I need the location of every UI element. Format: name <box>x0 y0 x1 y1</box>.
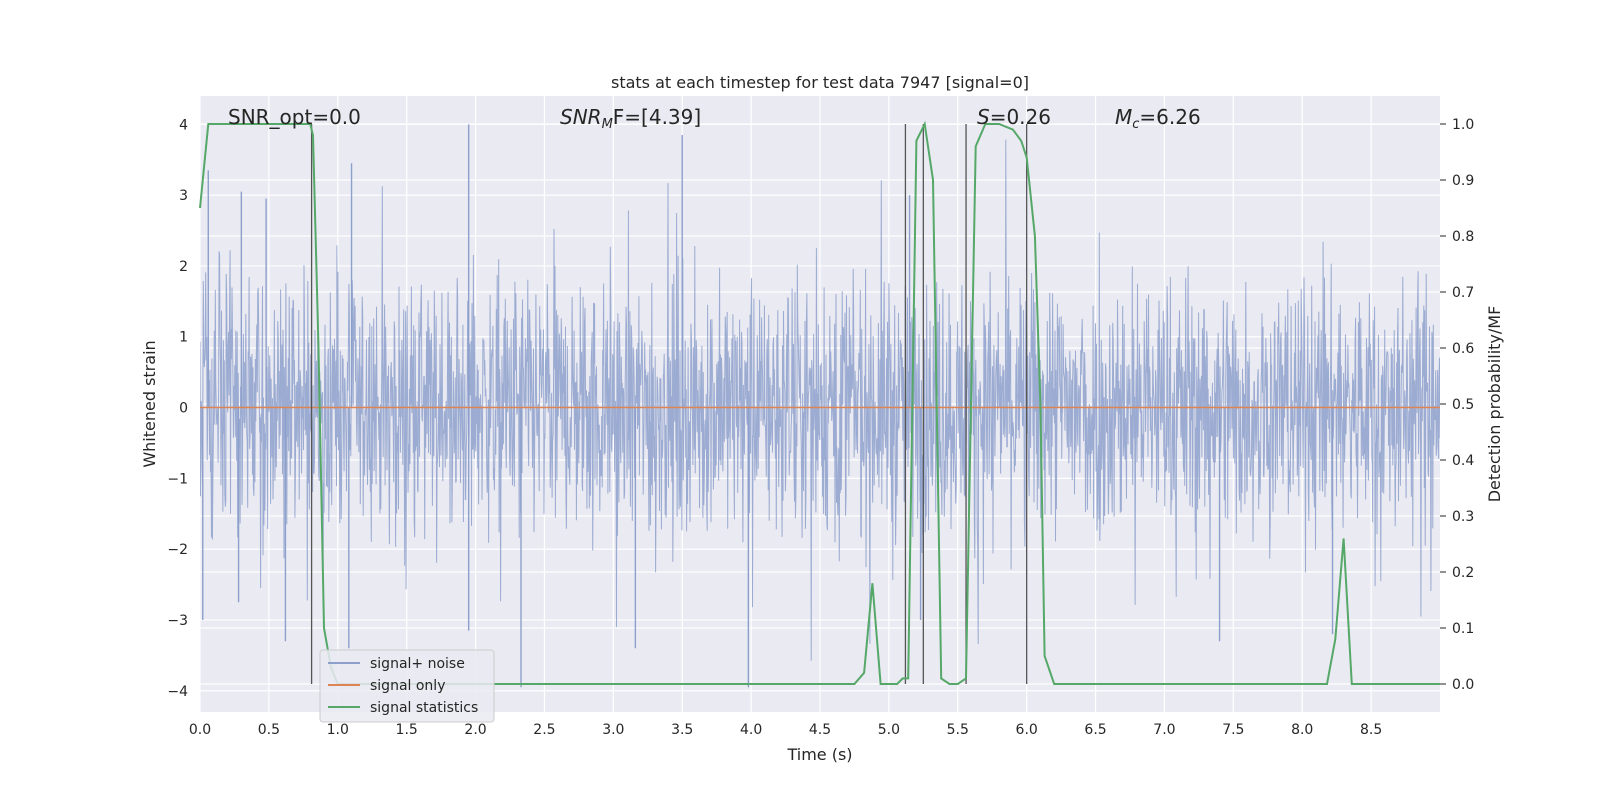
y-tick-label-7: 3 <box>179 188 188 204</box>
x-tick-label-11: 5.5 <box>947 722 969 738</box>
y2-tick-label-10: 1.0 <box>1452 117 1474 133</box>
y2-tick-label-0: 0.0 <box>1452 677 1474 693</box>
y-tick-label-0: −4 <box>167 684 188 700</box>
snr-mf-annotation: SNRMF=[4.39] <box>560 105 701 132</box>
x-tick-label-14: 7.0 <box>1153 722 1175 738</box>
snr-opt-annotation: SNR_opt=0.0 <box>228 105 361 129</box>
mc-rest: =6.26 <box>1139 105 1200 129</box>
y2-tick-label-9: 0.9 <box>1452 173 1474 189</box>
snr-mf-rest: F=[4.39] <box>613 105 701 129</box>
x-tick-label-6: 3.0 <box>602 722 624 738</box>
x-tick-label-2: 1.0 <box>327 722 349 738</box>
x-tick-label-10: 5.0 <box>878 722 900 738</box>
x-axis-label: Time (s) <box>786 745 852 764</box>
mc-main: M <box>1115 105 1132 129</box>
x-tick-label-16: 8.0 <box>1291 722 1313 738</box>
legend: signal+ noise signal only signal statist… <box>319 649 495 723</box>
vertical-markers <box>310 124 1028 684</box>
x-tick-label-12: 6.0 <box>1016 722 1038 738</box>
y-tick-label-8: 4 <box>179 117 188 133</box>
y2-axis-label: Detection probability/MF <box>1485 306 1504 503</box>
y-tick-label-2: −2 <box>167 542 188 558</box>
chart-title: stats at each timestep for test data 794… <box>611 73 1029 92</box>
signal-statistics-series <box>199 120 1440 685</box>
x-tick-label-7: 3.5 <box>671 722 693 738</box>
s-annotation: S=0.26 <box>977 105 1051 129</box>
y-tick-label-3: −1 <box>167 471 188 487</box>
y2-tick-label-2: 0.2 <box>1452 565 1474 581</box>
s-rest: =0.26 <box>990 105 1051 129</box>
legend-label-stats: signal statistics <box>370 700 478 716</box>
y-axis-label: Whitened strain <box>140 340 159 467</box>
noise-trace <box>200 139 1440 661</box>
s-main: S <box>977 105 990 129</box>
y-tick-label-6: 2 <box>179 259 188 275</box>
x-tick-label-17: 8.5 <box>1360 722 1382 738</box>
y2-axis-ticks: 0.0 0.1 0.2 0.3 0.4 0.5 0.6 0.7 0.8 0.9 1.0 <box>1440 117 1474 693</box>
mc-annotation: Mc=6.26 <box>1115 105 1201 132</box>
snr-mf-sub: M <box>602 117 613 132</box>
x-tick-label-1: 0.5 <box>258 722 280 738</box>
x-axis-ticks: 0.0 0.5 1.0 1.5 2.0 2.5 3.0 3.5 4.0 4.5 5.0 5.5 6.0 6… <box>189 722 1382 738</box>
y-axis-ticks: −4 −3 −2 −1 0 1 2 3 4 <box>167 117 188 699</box>
signal-statistics-line <box>199 120 1440 685</box>
legend-label-noise: signal+ noise <box>370 656 465 672</box>
x-tick-label-15: 7.5 <box>1222 722 1244 738</box>
y2-tick-label-7: 0.7 <box>1452 285 1474 301</box>
x-tick-label-4: 2.0 <box>464 722 486 738</box>
y2-tick-label-1: 0.1 <box>1452 621 1474 637</box>
x-tick-label-0: 0.0 <box>189 722 211 738</box>
snr-mf-main: SNR <box>560 105 602 129</box>
y2-tick-label-4: 0.4 <box>1452 453 1474 469</box>
x-tick-label-13: 6.5 <box>1084 722 1106 738</box>
y2-tick-label-6: 0.6 <box>1452 341 1474 357</box>
x-tick-label-9: 4.5 <box>809 722 831 738</box>
y2-tick-label-5: 0.5 <box>1452 397 1474 413</box>
legend-label-signal: signal only <box>370 678 445 694</box>
y2-tick-label-8: 0.8 <box>1452 229 1474 245</box>
y-tick-label-5: 1 <box>179 330 188 346</box>
y-tick-label-1: −3 <box>167 613 188 629</box>
x-tick-label-3: 1.5 <box>396 722 418 738</box>
y-tick-label-4: 0 <box>179 401 188 417</box>
legend-box <box>319 649 495 723</box>
x-tick-label-5: 2.5 <box>533 722 555 738</box>
x-tick-label-8: 4.0 <box>740 722 762 738</box>
y2-tick-label-3: 0.3 <box>1452 509 1474 525</box>
signal-noise-series <box>200 124 1440 688</box>
mc-sub: c <box>1132 117 1139 132</box>
